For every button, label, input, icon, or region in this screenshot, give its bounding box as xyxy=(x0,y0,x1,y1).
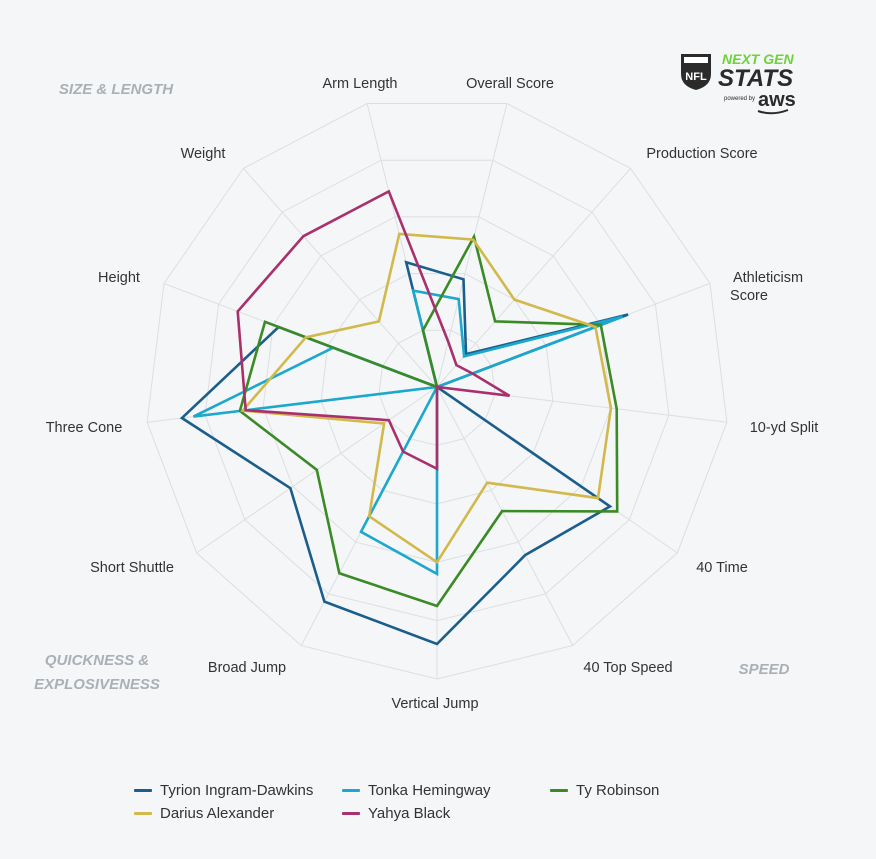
legend-swatch xyxy=(134,812,152,815)
series-darius-alexander-line xyxy=(240,232,613,565)
group-label: SIZE & LENGTH xyxy=(59,81,174,98)
axis-label: Three Cone xyxy=(46,420,123,436)
logo-next-gen: NEXT GEN xyxy=(722,51,794,67)
legend-swatch xyxy=(342,789,360,792)
radar-series xyxy=(179,189,629,646)
next-gen-stats-logo: NFL NEXT GEN STATS powered by aws xyxy=(678,50,812,116)
grid-spoke xyxy=(243,168,438,388)
axis-label: Weight xyxy=(181,146,226,162)
group-label: QUICKNESS & xyxy=(45,652,149,669)
grid-ring xyxy=(146,103,728,680)
axis-label: 40 Top Speed xyxy=(583,660,672,676)
legend-swatch xyxy=(342,812,360,815)
axis-label: Short Shuttle xyxy=(90,560,174,576)
logo-stats: STATS xyxy=(718,65,793,92)
group-label: EXPLOSIVENESS xyxy=(34,676,160,693)
svg-text:NFL: NFL xyxy=(685,71,707,83)
logo-powered-by: powered by xyxy=(724,96,755,102)
grid-spoke xyxy=(436,103,508,388)
legend-label: Tyrion Ingram-Dawkins xyxy=(160,782,314,799)
legend-label: Darius Alexander xyxy=(160,805,275,822)
legend-item: Tonka Hemingway xyxy=(342,782,491,799)
axis-label: Overall Score xyxy=(466,76,554,92)
axis-label: 40 Time xyxy=(696,560,748,576)
legend-label: Yahya Black xyxy=(368,805,451,822)
axis-label: Height xyxy=(98,270,140,286)
axis-label: Vertical Jump xyxy=(391,696,478,712)
legend-item: Tyrion Ingram-Dawkins xyxy=(134,782,313,799)
grid-ring xyxy=(320,273,554,505)
axis-labels: Overall Score Production Score Athleticism… xyxy=(46,76,819,712)
group-labels: SIZE & LENGTH SPEED QUICKNESS & EXPLOSIVENE… xyxy=(34,81,790,693)
logo-aws: aws xyxy=(758,89,796,111)
legend-label: Tonka Hemingway xyxy=(368,782,491,799)
legend-label: Ty Robinson xyxy=(576,782,660,799)
group-label: SPEED xyxy=(739,661,790,678)
legend-item: Yahya Black xyxy=(342,805,450,822)
radar-chart: Overall Score Production Score Athleticism… xyxy=(34,76,819,712)
nfl-shield-icon: NFL xyxy=(681,54,711,90)
grid-ring xyxy=(204,159,670,622)
axis-label: Broad Jump xyxy=(208,660,286,676)
grid-spoke xyxy=(436,168,631,388)
axis-label: Production Score xyxy=(646,146,757,162)
legend-swatch xyxy=(550,789,568,792)
series-yahya-black-line xyxy=(236,189,511,471)
legend-item: Darius Alexander xyxy=(134,805,274,822)
grid-spoke xyxy=(436,386,574,646)
series-ty-robinson-line xyxy=(238,233,619,608)
grid-ring xyxy=(378,329,496,446)
axis-label: Arm Length xyxy=(323,76,398,92)
aws-smile-icon xyxy=(757,109,789,115)
legend-item: Ty Robinson xyxy=(550,782,659,799)
axis-label: 10-yd Split xyxy=(750,420,819,436)
legend-swatch xyxy=(134,789,152,792)
axis-label: Athleticism Score xyxy=(730,270,803,304)
